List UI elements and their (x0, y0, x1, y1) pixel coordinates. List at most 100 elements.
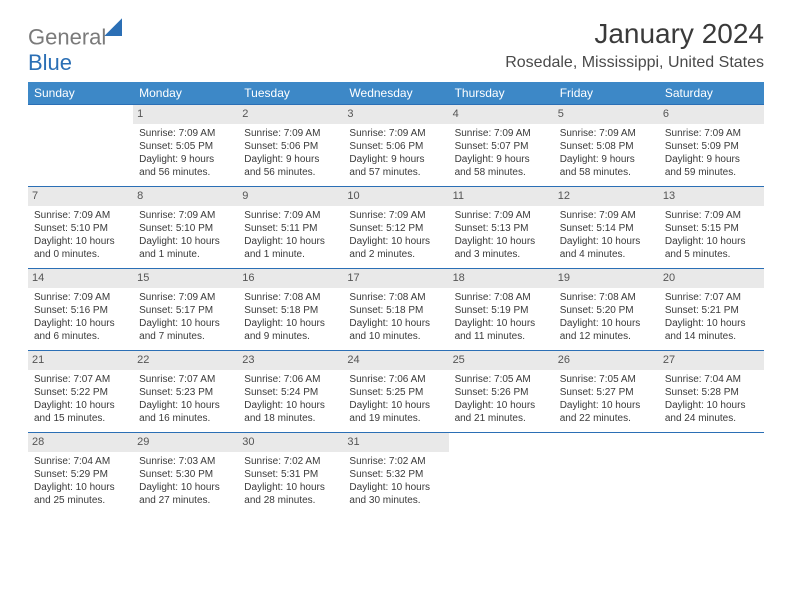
daylight-line: and 10 minutes. (349, 330, 442, 343)
day-number: 17 (343, 269, 448, 287)
sunset-line: Sunset: 5:06 PM (349, 140, 442, 153)
daylight-line: Daylight: 10 hours (139, 481, 232, 494)
daylight-line: Daylight: 10 hours (34, 481, 127, 494)
daylight-line: Daylight: 9 hours (560, 153, 653, 166)
sunset-line: Sunset: 5:07 PM (455, 140, 548, 153)
sunset-line: Sunset: 5:11 PM (244, 222, 337, 235)
sunrise-line: Sunrise: 7:09 AM (455, 209, 548, 222)
sunrise-line: Sunrise: 7:09 AM (560, 209, 653, 222)
sunrise-line: Sunrise: 7:05 AM (560, 373, 653, 386)
day-number: 12 (554, 187, 659, 205)
daylight-line: and 27 minutes. (139, 494, 232, 507)
sunrise-line: Sunrise: 7:09 AM (665, 209, 758, 222)
daylight-line: and 9 minutes. (244, 330, 337, 343)
calendar-day-cell: 19 Sunrise: 7:08 AMSunset: 5:20 PMDayligh… (554, 269, 659, 351)
sunrise-line: Sunrise: 7:09 AM (665, 127, 758, 140)
daylight-line: Daylight: 10 hours (139, 399, 232, 412)
calendar-week-row: 1Sunrise: 7:09 AMSunset: 5:05 PMDaylight… (28, 105, 764, 187)
daylight-line: Daylight: 9 hours (244, 153, 337, 166)
sunrise-line: Sunrise: 7:09 AM (560, 127, 653, 140)
calendar-day-cell: 8Sunrise: 7:09 AMSunset: 5:10 PMDaylight… (133, 187, 238, 269)
calendar-day-cell (659, 433, 764, 515)
daylight-line: Daylight: 10 hours (34, 317, 127, 330)
sunrise-line: Sunrise: 7:09 AM (139, 209, 232, 222)
calendar-week-row: 7Sunrise: 7:09 AMSunset: 5:10 PMDaylight… (28, 187, 764, 269)
sunset-line: Sunset: 5:19 PM (455, 304, 548, 317)
weekday-header: Saturday (659, 82, 764, 105)
sunset-line: Sunset: 5:18 PM (244, 304, 337, 317)
day-number: 4 (449, 105, 554, 123)
sunset-line: Sunset: 5:26 PM (455, 386, 548, 399)
sunrise-line: Sunrise: 7:07 AM (34, 373, 127, 386)
day-number: 28 (28, 433, 133, 451)
sunset-line: Sunset: 5:13 PM (455, 222, 548, 235)
sunset-line: Sunset: 5:15 PM (665, 222, 758, 235)
sunset-line: Sunset: 5:23 PM (139, 386, 232, 399)
day-number: 19 (554, 269, 659, 287)
location-label: Rosedale, Mississippi, United States (505, 54, 764, 72)
brand-part1: General (28, 24, 106, 49)
sunset-line: Sunset: 5:21 PM (665, 304, 758, 317)
day-number: 25 (449, 351, 554, 369)
sunrise-line: Sunrise: 7:08 AM (244, 291, 337, 304)
daylight-line: and 21 minutes. (455, 412, 548, 425)
daylight-line: Daylight: 10 hours (560, 317, 653, 330)
daylight-line: Daylight: 9 hours (455, 153, 548, 166)
day-number: 3 (343, 105, 448, 123)
day-number: 31 (343, 433, 448, 451)
daylight-line: Daylight: 10 hours (244, 235, 337, 248)
day-number: 22 (133, 351, 238, 369)
sunrise-line: Sunrise: 7:09 AM (349, 127, 442, 140)
daylight-line: Daylight: 10 hours (455, 317, 548, 330)
calendar-week-row: 14Sunrise: 7:09 AMSunset: 5:16 PMDayligh… (28, 269, 764, 351)
sunset-line: Sunset: 5:31 PM (244, 468, 337, 481)
daylight-line: Daylight: 10 hours (349, 235, 442, 248)
sunrise-line: Sunrise: 7:08 AM (560, 291, 653, 304)
daylight-line: and 0 minutes. (34, 248, 127, 261)
daylight-line: Daylight: 10 hours (560, 235, 653, 248)
calendar-day-cell: 5Sunrise: 7:09 AMSunset: 5:08 PMDaylight… (554, 105, 659, 187)
daylight-line: Daylight: 10 hours (349, 317, 442, 330)
calendar-day-cell: 7Sunrise: 7:09 AMSunset: 5:10 PMDaylight… (28, 187, 133, 269)
day-number: 18 (449, 269, 554, 287)
calendar-week-row: 28Sunrise: 7:04 AMSunset: 5:29 PMDayligh… (28, 433, 764, 515)
calendar-day-cell: 20Sunrise: 7:07 AMSunset: 5:21 PMDayligh… (659, 269, 764, 351)
daylight-line: Daylight: 10 hours (455, 399, 548, 412)
calendar-day-cell: 21Sunrise: 7:07 AMSunset: 5:22 PMDayligh… (28, 351, 133, 433)
sunset-line: Sunset: 5:05 PM (139, 140, 232, 153)
sunset-line: Sunset: 5:22 PM (34, 386, 127, 399)
daylight-line: and 25 minutes. (34, 494, 127, 507)
daylight-line: Daylight: 10 hours (244, 399, 337, 412)
calendar-day-cell: 4Sunrise: 7:09 AMSunset: 5:07 PMDaylight… (449, 105, 554, 187)
calendar-day-cell: 18Sunrise: 7:08 AMSunset: 5:19 PMDayligh… (449, 269, 554, 351)
page-header: General Blue January 2024 Rosedale, Miss… (28, 18, 764, 76)
sunrise-line: Sunrise: 7:09 AM (349, 209, 442, 222)
day-number: 8 (133, 187, 238, 205)
sunset-line: Sunset: 5:25 PM (349, 386, 442, 399)
calendar-day-cell: 22Sunrise: 7:07 AMSunset: 5:23 PMDayligh… (133, 351, 238, 433)
sunset-line: Sunset: 5:27 PM (560, 386, 653, 399)
daylight-line: and 24 minutes. (665, 412, 758, 425)
day-number: 6 (659, 105, 764, 123)
sunset-line: Sunset: 5:29 PM (34, 468, 127, 481)
calendar-day-cell: 9Sunrise: 7:09 AMSunset: 5:11 PMDaylight… (238, 187, 343, 269)
sunset-line: Sunset: 5:18 PM (349, 304, 442, 317)
calendar-day-cell (554, 433, 659, 515)
calendar-day-cell: 16Sunrise: 7:08 AMSunset: 5:18 PMDayligh… (238, 269, 343, 351)
day-number: 24 (343, 351, 448, 369)
sunrise-line: Sunrise: 7:09 AM (139, 127, 232, 140)
daylight-line: and 6 minutes. (34, 330, 127, 343)
daylight-line: and 14 minutes. (665, 330, 758, 343)
calendar-day-cell: 14Sunrise: 7:09 AMSunset: 5:16 PMDayligh… (28, 269, 133, 351)
daylight-line: and 12 minutes. (560, 330, 653, 343)
sunset-line: Sunset: 5:10 PM (139, 222, 232, 235)
calendar-day-cell: 6Sunrise: 7:09 AMSunset: 5:09 PMDaylight… (659, 105, 764, 187)
weekday-row: Sunday Monday Tuesday Wednesday Thursday… (28, 82, 764, 105)
calendar-day-cell: 15Sunrise: 7:09 AMSunset: 5:17 PMDayligh… (133, 269, 238, 351)
day-number: 29 (133, 433, 238, 451)
sunset-line: Sunset: 5:20 PM (560, 304, 653, 317)
sunrise-line: Sunrise: 7:06 AM (244, 373, 337, 386)
daylight-line: Daylight: 10 hours (244, 481, 337, 494)
sunrise-line: Sunrise: 7:04 AM (34, 455, 127, 468)
sunrise-line: Sunrise: 7:08 AM (349, 291, 442, 304)
